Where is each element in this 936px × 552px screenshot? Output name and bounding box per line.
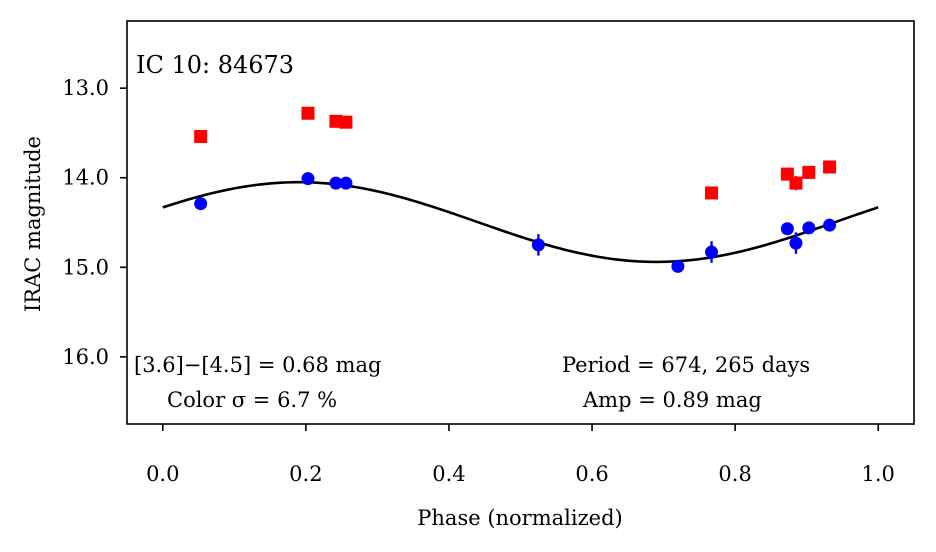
fit-curve bbox=[162, 180, 879, 264]
data-point-square bbox=[194, 130, 208, 144]
data-point-square bbox=[301, 106, 315, 120]
data-point-circle bbox=[194, 197, 208, 211]
chart-title: IC 10: 84673 bbox=[136, 51, 294, 79]
data-point-circle bbox=[301, 172, 315, 186]
data-point-circle bbox=[671, 259, 685, 273]
data-point-square bbox=[705, 186, 719, 200]
x-tick-label: 0.4 bbox=[432, 462, 465, 486]
data-point-circle bbox=[531, 238, 545, 252]
data-point-circle bbox=[802, 221, 816, 235]
x-axis-ticks: 0.0 0.2 0.4 0.6 0.8 1.0 bbox=[146, 424, 895, 486]
data-point-square bbox=[789, 176, 803, 190]
data-point-square bbox=[823, 160, 837, 174]
data-point-circle bbox=[780, 222, 794, 236]
data-point-circle bbox=[329, 176, 343, 190]
y-tick-label: 15.0 bbox=[62, 255, 109, 279]
data-point-square bbox=[329, 114, 343, 128]
x-tick-label: 0.2 bbox=[289, 462, 322, 486]
period-annotation: Period = 674, 265 days bbox=[562, 353, 810, 377]
y-tick-label: 13.0 bbox=[62, 76, 109, 100]
y-tick-label: 16.0 bbox=[62, 345, 109, 369]
color-annotation: [3.6]−[4.5] = 0.68 mag bbox=[134, 353, 381, 377]
x-axis-label: Phase (normalized) bbox=[417, 506, 622, 530]
x-tick-label: 0.0 bbox=[146, 462, 179, 486]
data-point-square bbox=[802, 165, 816, 179]
x-tick-label: 0.8 bbox=[718, 462, 751, 486]
data-point-circle bbox=[789, 236, 803, 250]
data-point-square bbox=[339, 115, 353, 129]
amplitude-annotation: Amp = 0.89 mag bbox=[582, 388, 762, 412]
data-point-circle bbox=[339, 176, 353, 190]
y-axis-label: IRAC magnitude bbox=[21, 136, 45, 312]
plot-frame bbox=[126, 20, 915, 425]
color-sigma-annotation: Color σ = 6.7 % bbox=[167, 388, 337, 412]
data-points bbox=[194, 106, 837, 273]
y-tick-label: 14.0 bbox=[62, 166, 109, 190]
y-axis-ticks: 13.0 14.0 15.0 16.0 bbox=[62, 76, 127, 369]
data-point-circle bbox=[823, 218, 837, 232]
x-tick-label: 1.0 bbox=[862, 462, 895, 486]
data-point-circle bbox=[705, 245, 719, 259]
x-tick-label: 0.6 bbox=[575, 462, 608, 486]
